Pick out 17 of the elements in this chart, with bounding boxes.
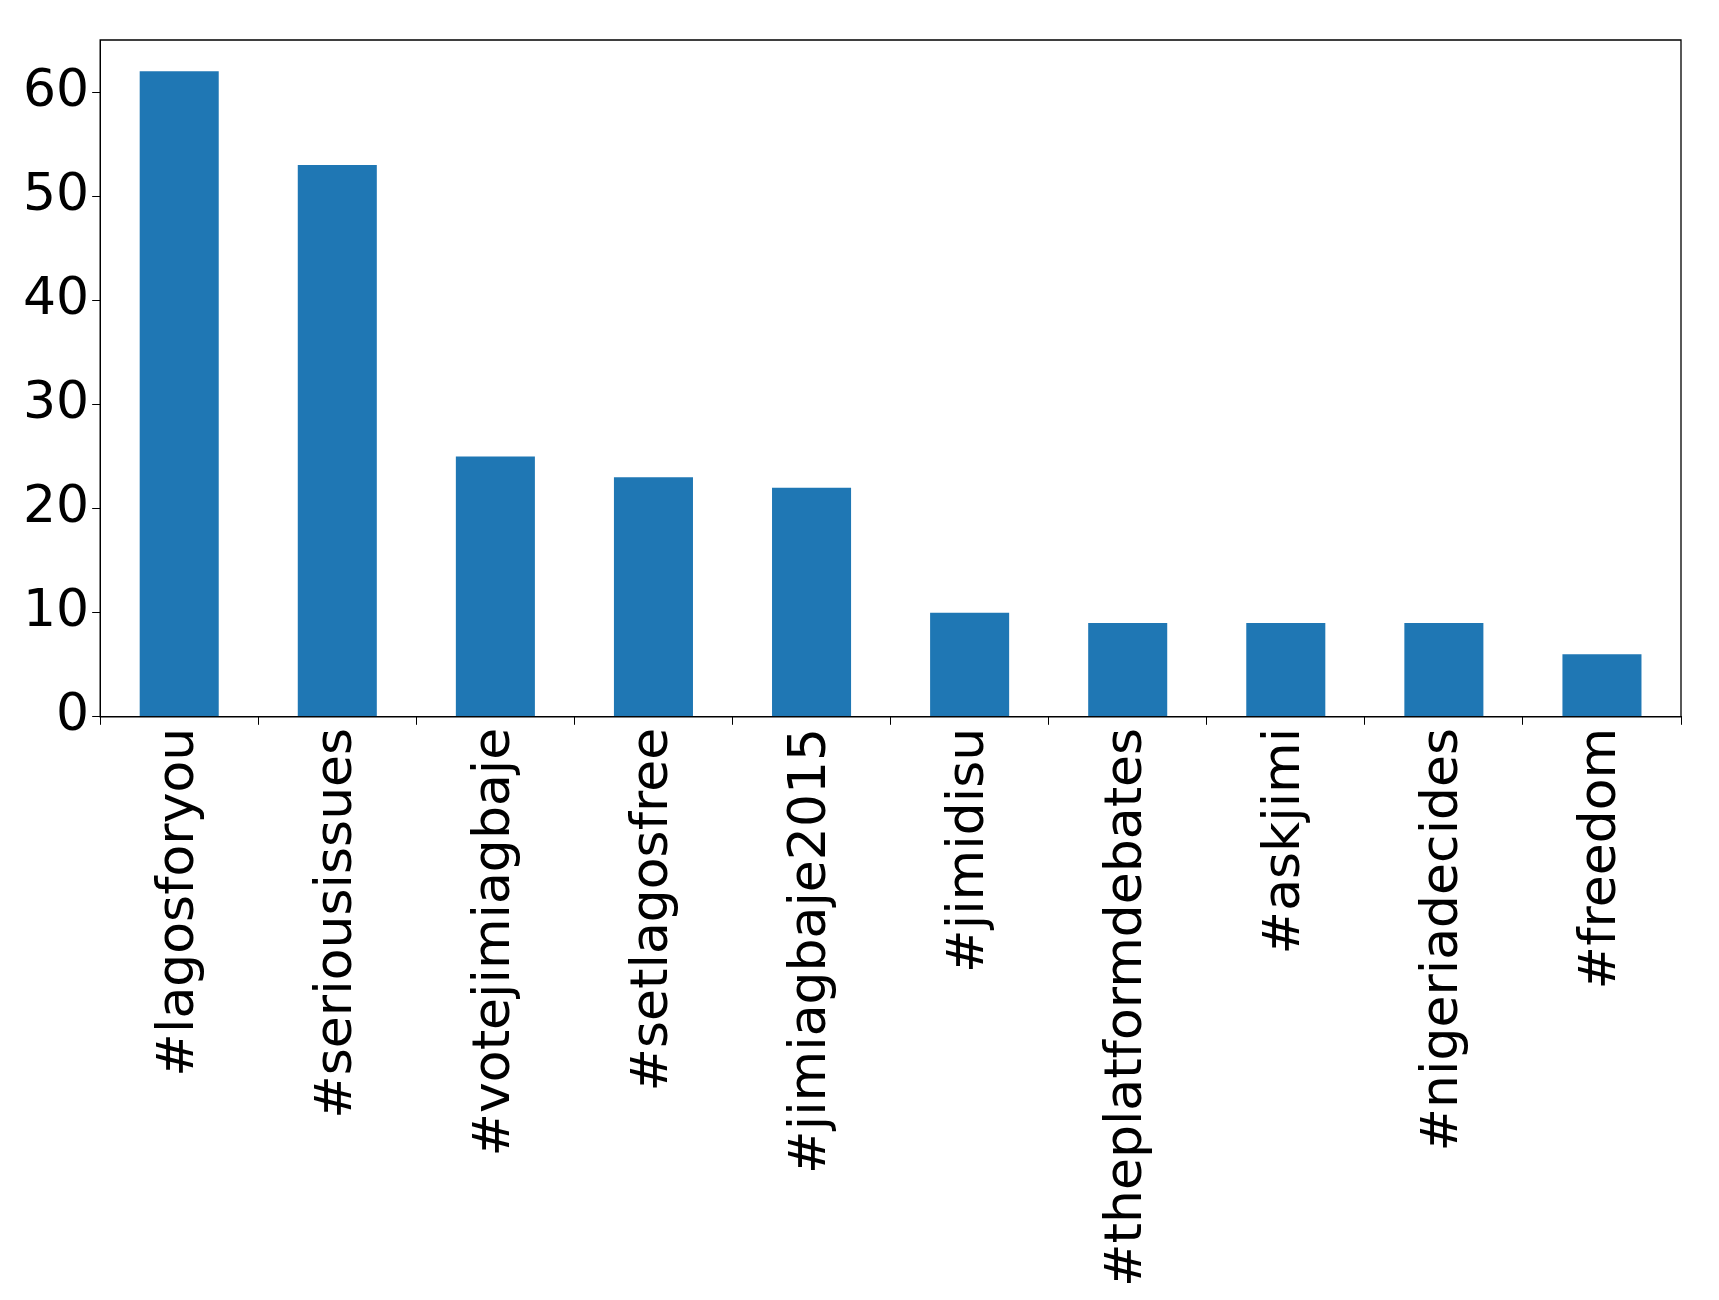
x-tick-label: #askjimi [1251,727,1312,955]
y-tick-label: 40 [23,265,90,326]
y-tick-label: 0 [56,682,90,743]
x-tick-label: #nigeriadecides [1409,727,1470,1152]
y-tick-label: 10 [23,578,90,639]
x-tick-label: #freedom [1567,727,1628,990]
x-tick-label: #theplatformdebates [1093,727,1154,1287]
x-tick-label: #jimiagbaje2015 [777,727,838,1174]
y-tick-label: 30 [23,369,90,430]
x-tick-label: #lagosforyou [144,727,205,1077]
x-tick-label: #jimidisu [935,727,996,973]
x-tick-label: #setlagosfree [618,727,679,1092]
y-tick-label: 60 [23,57,90,118]
x-tick-label: #seriousissues [302,727,363,1119]
y-tick-label: 20 [23,474,90,535]
y-tick-label: 50 [23,161,90,222]
x-tick-label: #votejimiagbaje [460,727,521,1157]
